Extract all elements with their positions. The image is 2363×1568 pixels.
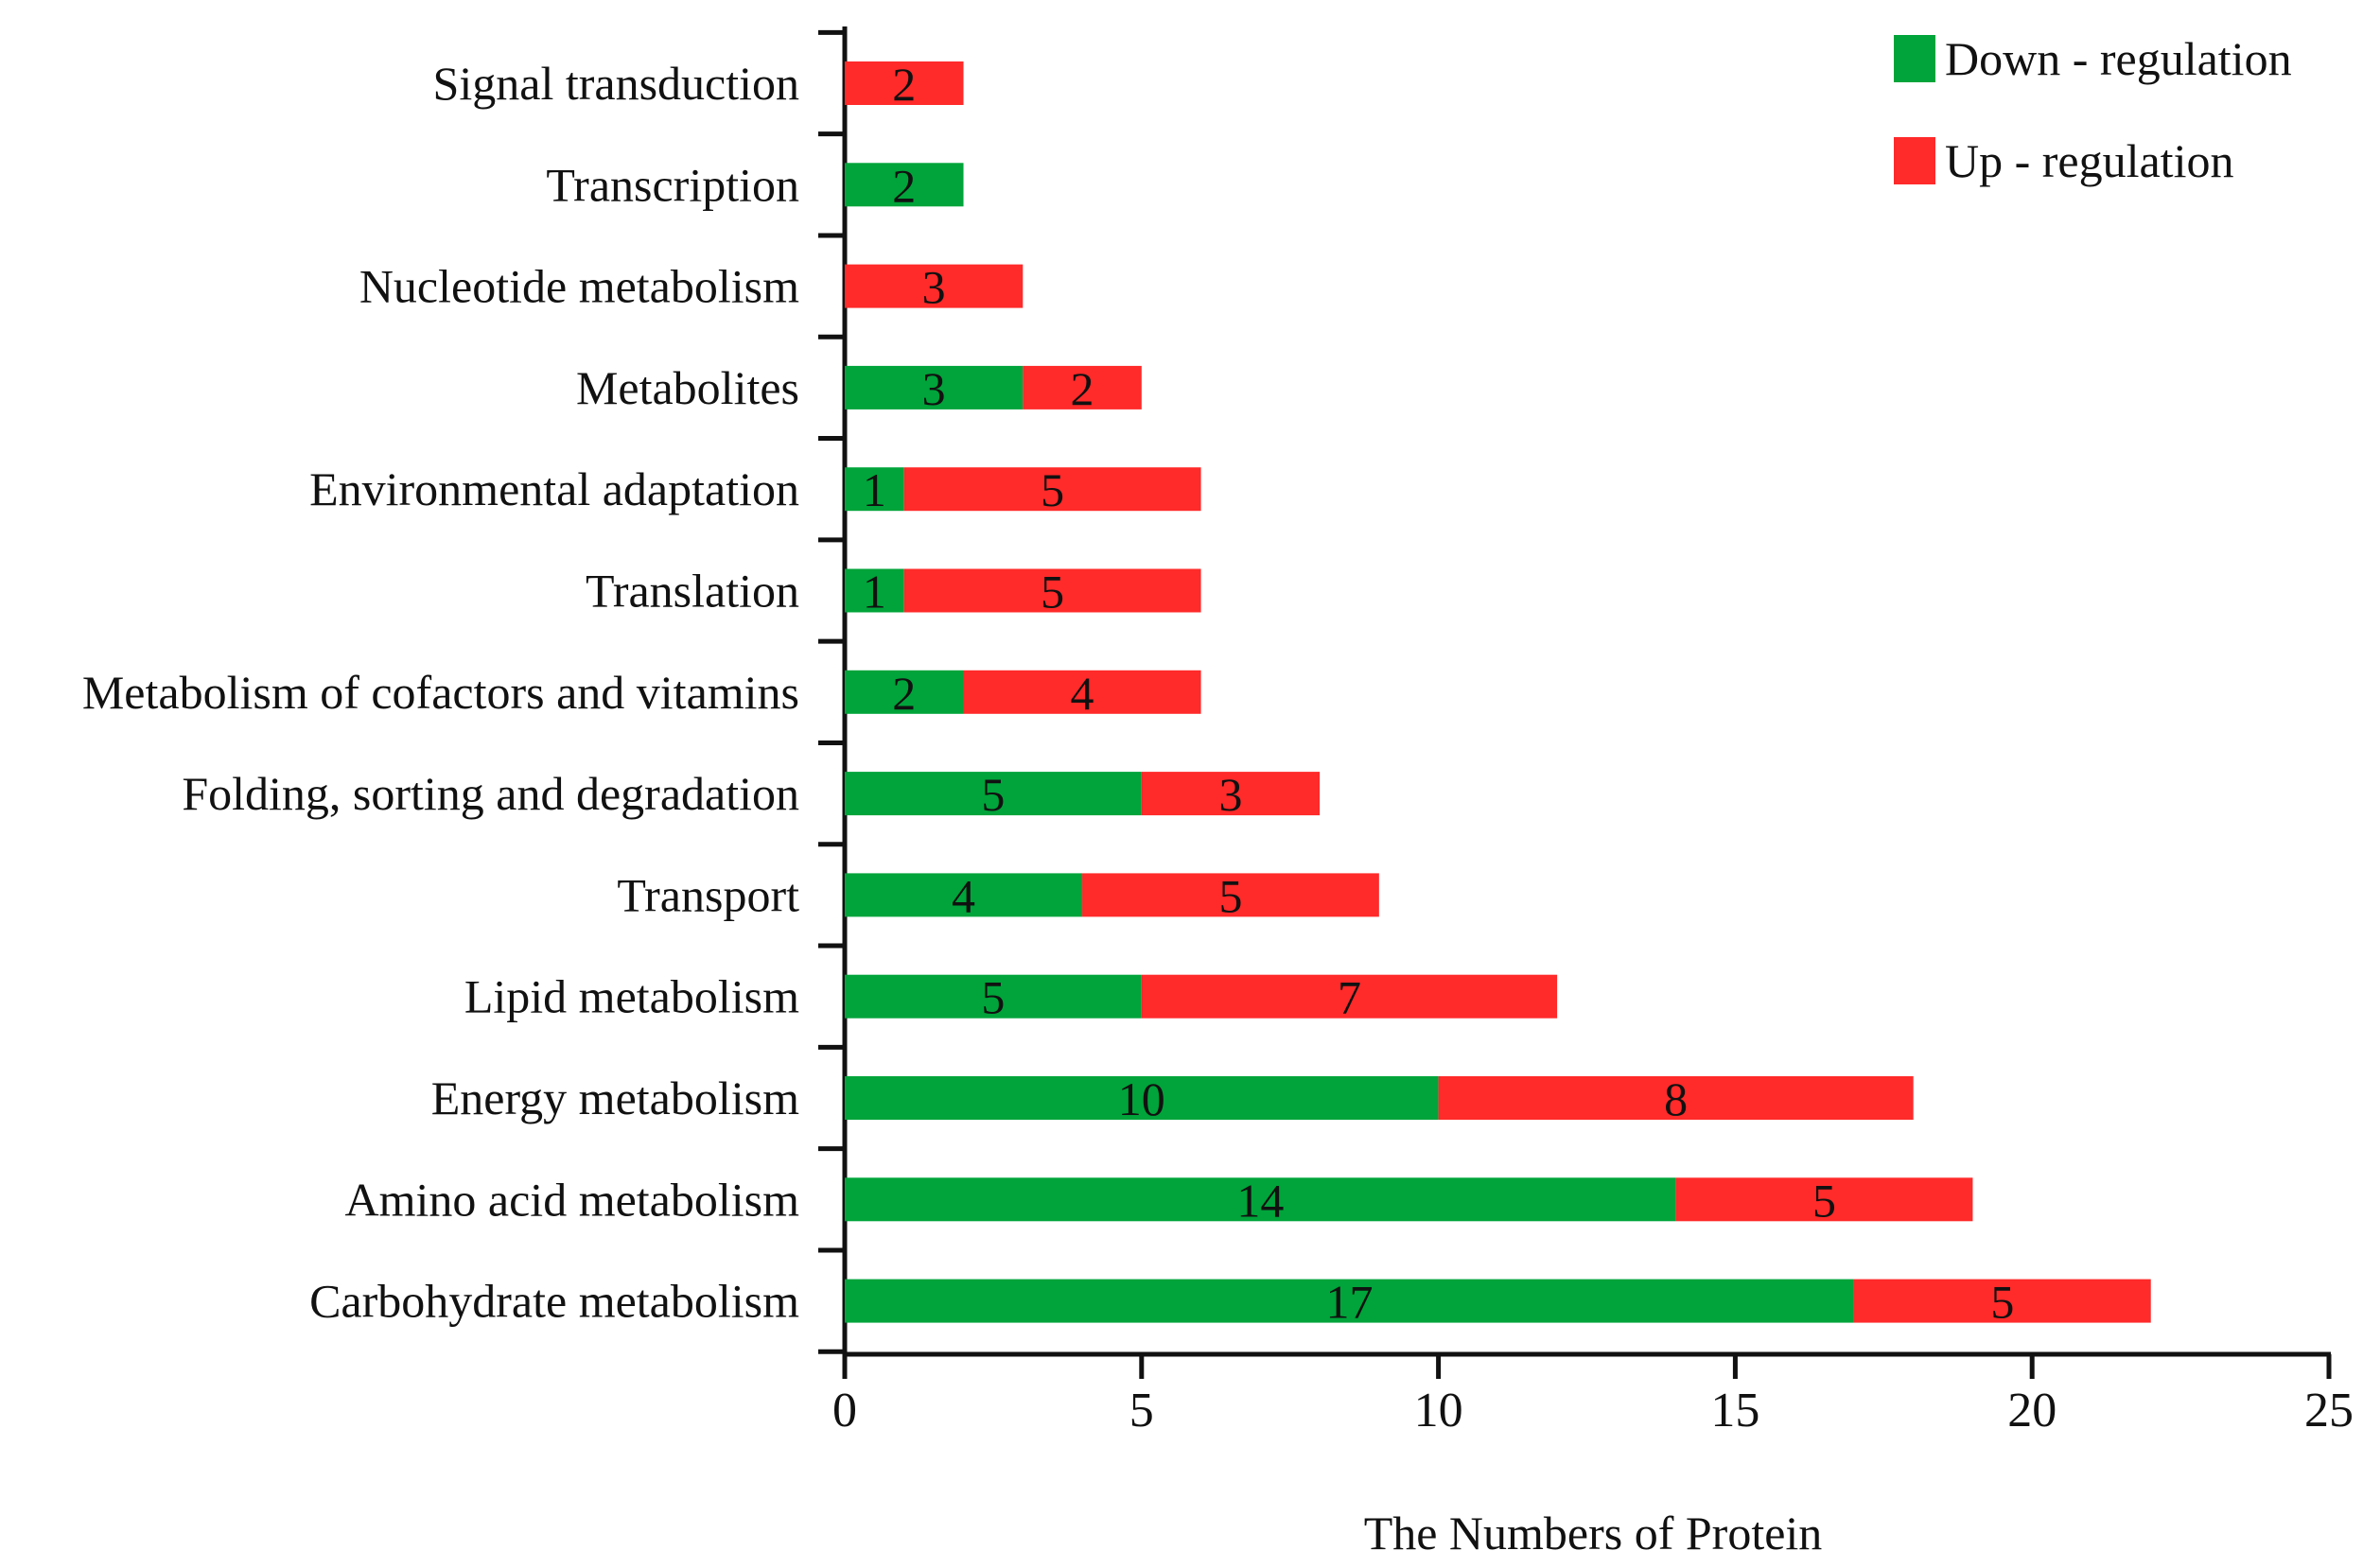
bar-value-label: 5 xyxy=(1990,1276,2014,1329)
bar-value-label: 5 xyxy=(1812,1174,1836,1227)
bar-value-label: 14 xyxy=(1236,1174,1284,1227)
bar-up-regulation xyxy=(1023,365,1142,409)
bar-down-regulation xyxy=(845,163,964,207)
bar-up-regulation xyxy=(1141,974,1558,1019)
bar-up-regulation xyxy=(903,467,1201,512)
bar-value-label: 5 xyxy=(1041,463,1064,516)
bar-value-label: 2 xyxy=(1071,362,1094,415)
x-tick-label: 10 xyxy=(1414,1384,1463,1437)
bar-up-regulation xyxy=(1675,1177,1973,1222)
legend: Down - regulation Up - regulation xyxy=(1894,32,2292,187)
bar-up-regulation xyxy=(1438,1076,1914,1120)
x-tick-labels: 0 5 10 15 20 25 xyxy=(832,1384,2354,1437)
bar-value-label: 2 xyxy=(892,58,916,111)
x-tick-label: 25 xyxy=(2304,1384,2354,1437)
bar-value-label: 5 xyxy=(1041,566,1064,618)
bar-value-label: 1 xyxy=(863,463,886,516)
x-tick-label: 5 xyxy=(1129,1384,1154,1437)
bar-down-regulation xyxy=(845,365,1024,409)
category-label: Energy metabolism xyxy=(431,1071,799,1124)
bar-down-regulation xyxy=(845,568,904,613)
category-label: Nucleotide metabolism xyxy=(359,260,799,313)
bar-down-regulation xyxy=(845,772,1142,816)
bar-up-regulation xyxy=(1082,873,1379,917)
bar-down-regulation xyxy=(845,467,904,512)
category-label: Metabolism of cofactors and vitamins xyxy=(82,666,799,719)
bar-up-regulation xyxy=(1141,772,1321,816)
legend-swatch-down xyxy=(1894,35,1935,82)
bar-value-label: 8 xyxy=(1664,1072,1688,1125)
bar-value-label: 17 xyxy=(1325,1276,1373,1329)
bar-down-regulation xyxy=(845,1279,1854,1323)
bar-down-regulation xyxy=(845,974,1142,1019)
category-labels: Signal transduction Transcription Nucleoti… xyxy=(82,57,799,1328)
bar-up-regulation xyxy=(845,61,964,105)
category-label: Translation xyxy=(586,565,799,618)
bar-value-label: 5 xyxy=(981,971,1005,1024)
bar-down-regulation xyxy=(845,670,964,714)
bar-value-label: 4 xyxy=(1071,667,1094,720)
x-tick-label: 20 xyxy=(2007,1384,2057,1437)
bar-up-regulation xyxy=(845,264,1024,308)
bar-value-label: 3 xyxy=(922,261,946,314)
category-label: Folding, sorting and degradation xyxy=(182,767,799,820)
bar-value-label: 4 xyxy=(952,869,975,922)
bar-value-label: 3 xyxy=(1218,768,1242,821)
bar-value-label: 5 xyxy=(981,768,1005,821)
bar-up-regulation xyxy=(1853,1279,2151,1323)
bar-value-label: 7 xyxy=(1338,971,1361,1024)
bar-value-label: 1 xyxy=(863,566,886,618)
bar-up-regulation xyxy=(963,670,1201,714)
bar-value-label: 5 xyxy=(1218,869,1242,922)
legend-swatch-up xyxy=(1894,137,1935,184)
bar-up-regulation xyxy=(903,568,1201,613)
legend-label-down: Down - regulation xyxy=(1945,32,2292,85)
bar-value-label: 2 xyxy=(892,159,916,212)
bar-value-label: 10 xyxy=(1118,1072,1165,1125)
x-tick-label: 0 xyxy=(832,1384,857,1437)
bar-value-label: 3 xyxy=(922,362,946,415)
legend-label-up: Up - regulation xyxy=(1945,134,2233,187)
bar-down-regulation xyxy=(845,873,1083,917)
category-label: Carbohydrate metabolism xyxy=(309,1275,799,1328)
bar-value-label: 2 xyxy=(892,667,916,720)
x-tick-label: 15 xyxy=(1710,1384,1759,1437)
category-label: Transcription xyxy=(546,158,799,211)
bar-down-regulation xyxy=(845,1076,1439,1120)
category-label: Transport xyxy=(617,868,799,921)
x-axis-title: The Numbers of Protein xyxy=(1364,1507,1823,1559)
category-label: Lipid metabolism xyxy=(464,970,799,1023)
category-label: Amino acid metabolism xyxy=(345,1173,800,1226)
category-label: Signal transduction xyxy=(433,57,799,110)
category-label: Metabolites xyxy=(576,361,799,414)
bar-down-regulation xyxy=(845,1177,1676,1222)
category-label: Environmental adaptation xyxy=(309,462,799,515)
